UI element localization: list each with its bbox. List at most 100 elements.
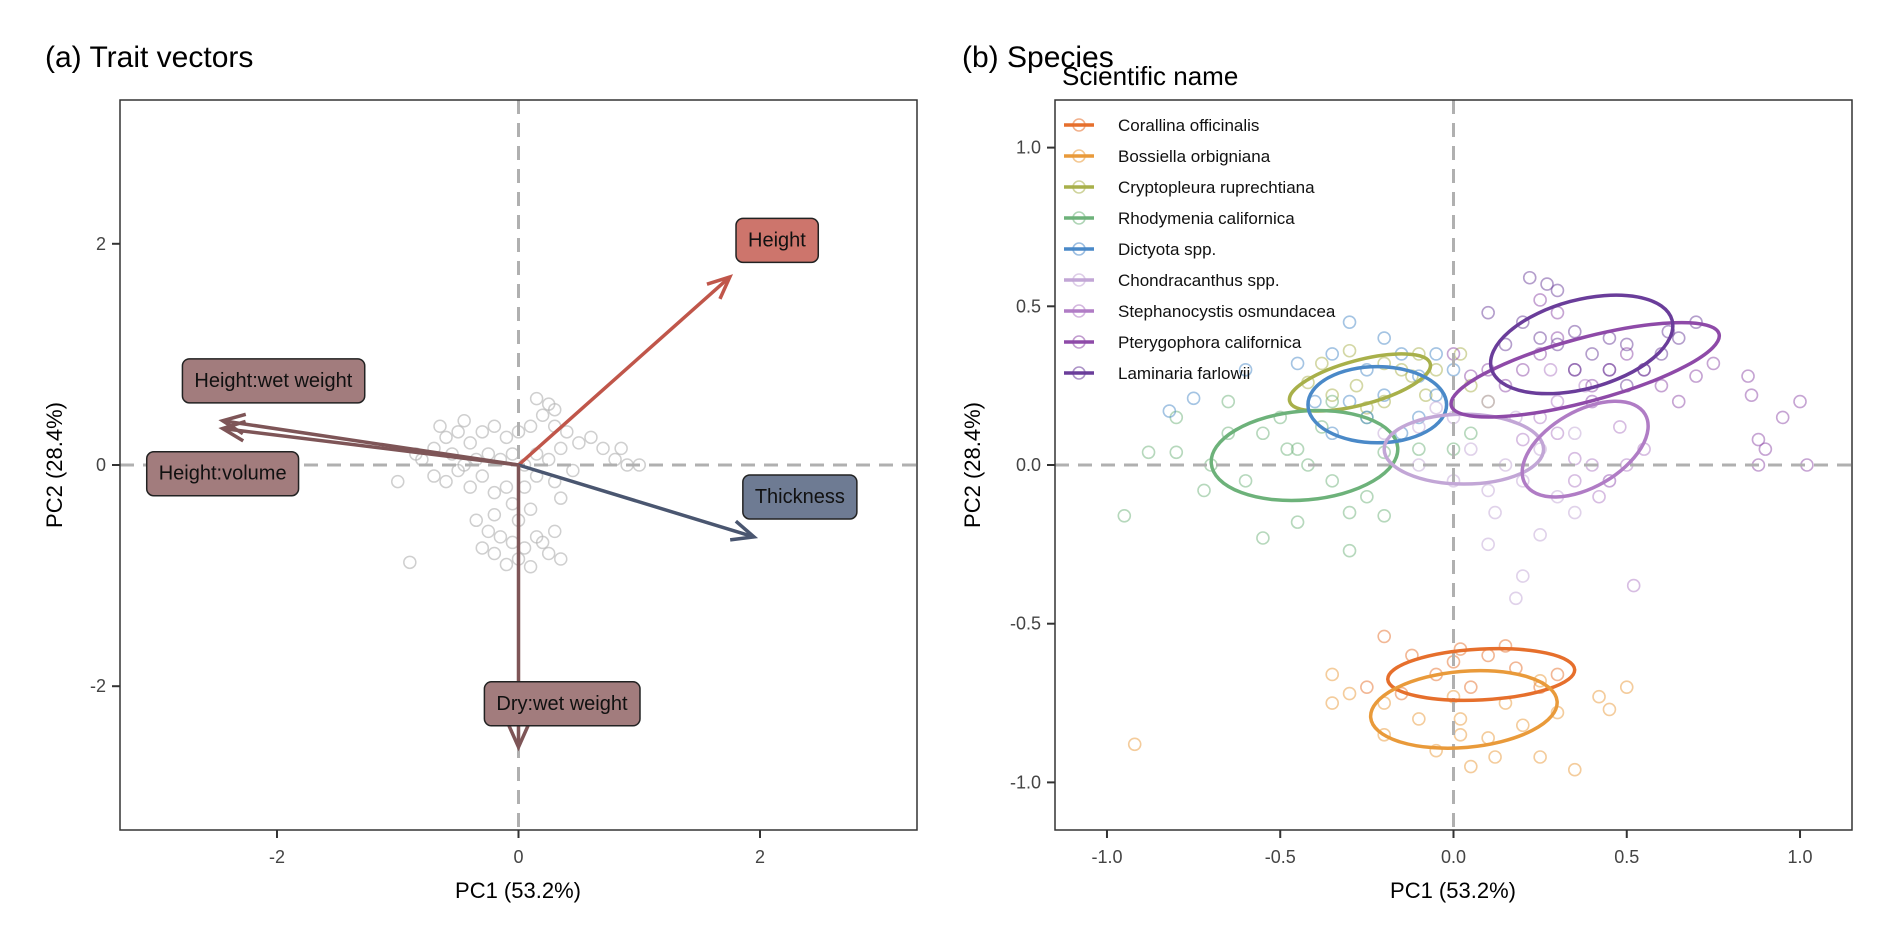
data-point	[535, 535, 550, 550]
species-point	[1578, 378, 1592, 393]
species-point	[1533, 750, 1547, 764]
species-point	[1412, 442, 1426, 456]
species-point	[1325, 667, 1340, 682]
vector-line	[517, 463, 755, 539]
species-point	[1360, 680, 1374, 694]
species-point	[1744, 388, 1759, 402]
data-point	[547, 524, 562, 539]
species-point	[1464, 442, 1478, 456]
vector-arrowhead	[218, 419, 247, 443]
data-point	[584, 430, 598, 445]
legend-label: Stephanocystis osmundacea	[1118, 302, 1336, 321]
species-point	[1412, 712, 1426, 726]
panel-a-y-ticks: -2 0 2	[90, 234, 120, 696]
data-point	[439, 474, 453, 489]
x-tick-label: 0.5	[1614, 847, 1639, 867]
legend-item: Bossiella orbigniana	[1064, 147, 1271, 166]
vector-label-box	[181, 358, 366, 404]
data-point	[457, 414, 471, 428]
y-tick-label: -2	[90, 676, 106, 696]
species-point	[1626, 578, 1641, 593]
species-point	[1567, 451, 1582, 466]
vector-label: Height	[735, 217, 820, 264]
species-point	[1429, 401, 1443, 415]
species-ellipse	[1368, 668, 1559, 750]
species-point	[1602, 702, 1617, 717]
species-point	[1429, 347, 1443, 361]
species-point	[1516, 362, 1530, 377]
species-point	[1758, 442, 1773, 456]
panel-b-y-ticks: -1.0 -0.5 0.0 0.5 1.0	[1010, 138, 1055, 792]
species-point	[1325, 696, 1340, 710]
species-point	[1509, 591, 1523, 606]
species-point	[1481, 394, 1495, 409]
legend-key-point	[1072, 304, 1086, 318]
species-point	[1619, 347, 1634, 361]
species-ellipse	[1306, 364, 1449, 445]
y-tick-label: -1.0	[1010, 772, 1041, 792]
legend-item: Laminaria farlowii	[1064, 364, 1250, 383]
legend-key-point	[1072, 273, 1086, 287]
legend-item: Stephanocystis osmundacea	[1064, 302, 1336, 321]
species-point	[1498, 378, 1513, 393]
legend-item: Cryptopleura ruprechtiana	[1064, 178, 1315, 197]
y-tick-label: 1.0	[1016, 138, 1041, 158]
species-point	[1481, 648, 1495, 663]
species-ellipse	[1488, 293, 1675, 396]
vector-line	[517, 275, 731, 467]
species-point	[1464, 426, 1478, 441]
species-point	[1186, 391, 1201, 406]
species-point	[1567, 762, 1582, 777]
x-tick-label: 1.0	[1788, 847, 1813, 867]
legend-item: Rhodymenia californica	[1064, 209, 1295, 228]
data-point	[505, 496, 520, 511]
species-point	[1162, 404, 1177, 418]
vector-arrowhead	[507, 724, 530, 752]
species-point	[1567, 505, 1582, 520]
data-point	[614, 441, 628, 456]
species-point	[1671, 331, 1686, 345]
data-point	[554, 552, 568, 566]
species-point	[1567, 474, 1582, 488]
species-point	[1550, 667, 1565, 682]
species-point	[1654, 378, 1669, 393]
legend-item: Pterygophora californica	[1064, 333, 1302, 352]
data-point	[541, 546, 556, 561]
y-tick-label: 2	[96, 234, 106, 254]
panel-b-x-ticks: -1.0 -0.5 0.0 0.5 1.0	[1091, 830, 1813, 867]
legend-label: Bossiella orbigniana	[1118, 147, 1271, 166]
y-tick-label: 0.0	[1016, 455, 1041, 475]
species-points	[1516, 362, 1651, 593]
data-point	[505, 447, 520, 461]
legend-key-point	[1072, 366, 1086, 380]
data-point	[487, 419, 502, 434]
species-point	[1775, 410, 1790, 425]
panel-a-y-axis-title: PC2 (28.4%)	[42, 402, 67, 528]
legend-label: Cryptopleura ruprechtiana	[1118, 178, 1315, 197]
data-point	[463, 480, 477, 494]
species-point	[1325, 347, 1340, 361]
species-point	[1481, 305, 1495, 320]
data-point	[487, 485, 502, 500]
species-point	[1481, 537, 1495, 552]
legend-title: Scientific name	[1062, 61, 1238, 91]
species-point	[1488, 750, 1502, 764]
vector-label-box	[742, 474, 858, 520]
species-point	[1141, 445, 1156, 460]
species-point	[1117, 508, 1132, 523]
x-tick-label: -1.0	[1091, 847, 1122, 867]
vector-label-box	[145, 450, 300, 497]
species-point	[1592, 689, 1606, 704]
species-point	[1619, 680, 1634, 694]
species-point	[1533, 528, 1547, 542]
legend-label: Rhodymenia californica	[1118, 209, 1295, 228]
species-point	[1453, 712, 1468, 726]
species-point	[1315, 356, 1329, 371]
vector-label: Dry:wet weight	[483, 681, 641, 727]
species-point	[1671, 394, 1686, 409]
species-ellipse	[1287, 352, 1433, 413]
species-point	[1585, 347, 1599, 361]
species-point	[1516, 718, 1530, 733]
x-tick-label: -0.5	[1265, 847, 1296, 867]
